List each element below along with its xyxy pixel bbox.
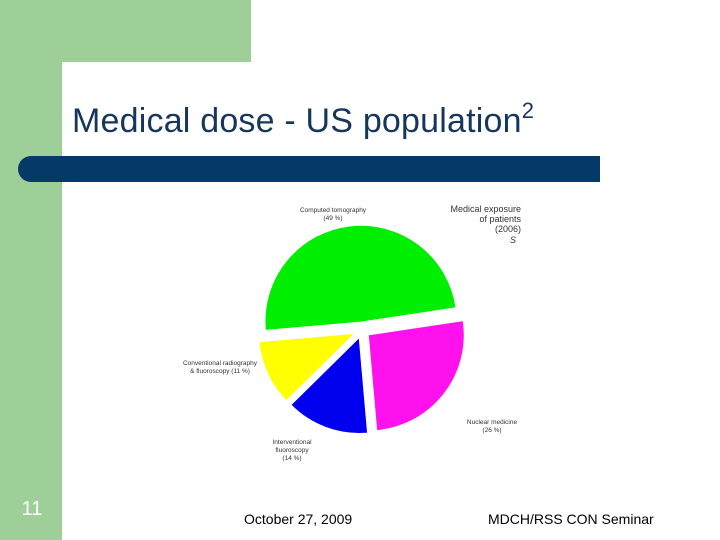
slice-computed-tomography xyxy=(264,224,457,331)
slice-label-nuclear-medicine: Nuclear medicine xyxy=(467,419,518,426)
slice-label-computed-tomography: Computed tomography xyxy=(300,207,367,214)
title-reference-number: 2 xyxy=(521,98,535,123)
chart-footnote-mark: S xyxy=(510,235,516,245)
decorative-green-band-left xyxy=(0,0,62,540)
slice-label-interventional-line2: fluoroscopy xyxy=(275,447,309,454)
slice-conventional-radiography xyxy=(258,332,357,402)
chart-title-line2: of patients xyxy=(479,214,521,224)
footer-date: October 27, 2009 xyxy=(244,511,353,527)
footer-event: MDCH/RSS CON Seminar xyxy=(488,511,654,527)
slice-interventional-fluoroscopy xyxy=(290,336,369,434)
slice-pct-nuclear-medicine: (26 %) xyxy=(482,427,501,434)
slide-number: 11 xyxy=(21,498,43,520)
slice-label-conventional-line2: & fluoroscopy (11 %) xyxy=(190,368,250,375)
title-underline-bar xyxy=(18,156,600,182)
chart-title-line1: Medical exposure xyxy=(450,204,521,214)
slice-pct-computed-tomography: (49 %) xyxy=(323,215,342,222)
slice-label-conventional-line1: Conventional radiography xyxy=(183,360,258,367)
slice-label-interventional-line1: Interventional xyxy=(272,439,312,446)
slice-pct-interventional: (14 %) xyxy=(282,455,301,462)
chart-title-line3: (2006) xyxy=(495,224,521,234)
slide-title-text: Medical dose - US population xyxy=(72,102,522,140)
slice-nuclear-medicine xyxy=(367,320,465,432)
slide-title: Medical dose - US population2 xyxy=(72,98,534,141)
